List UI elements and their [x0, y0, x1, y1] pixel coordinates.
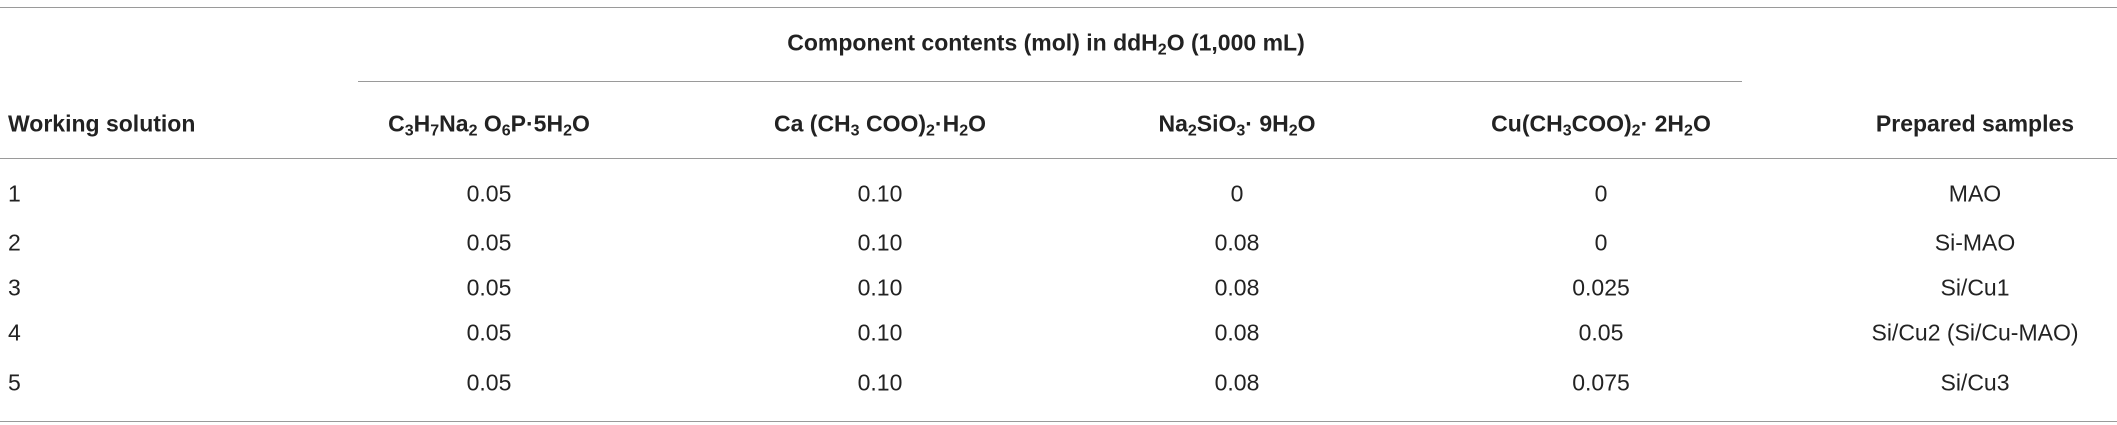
- table-cell: 0.025: [1572, 274, 1630, 301]
- table-cell: 0.10: [857, 319, 903, 346]
- text-part: ·H: [934, 110, 960, 137]
- subscript: 3: [404, 122, 414, 140]
- subscript: 3: [1562, 122, 1572, 140]
- table-cell: 3: [8, 274, 21, 301]
- column-header: C3H7Na2 O6P·5H2O: [388, 110, 590, 139]
- column-header: Na2SiO3· 9H2O: [1158, 110, 1316, 139]
- table-cell: 4: [8, 319, 21, 346]
- column-header: Ca (CH3 COO)2·H2O: [773, 110, 987, 139]
- text-part: SiO: [1196, 110, 1237, 137]
- subscript: 2: [1631, 122, 1641, 140]
- text-part: O: [477, 110, 502, 137]
- subscript: 2: [1157, 41, 1167, 59]
- table-cell: Si/Cu1: [1940, 274, 2010, 301]
- table-cell: 0.10: [857, 369, 903, 396]
- text-part: O (1,000 mL): [1166, 29, 1305, 56]
- column-header: Cu(CH3COO)2· 2H2O: [1491, 110, 1711, 139]
- group-header: Component contents (mol) in ddH2O (1,000…: [787, 29, 1305, 58]
- table-cell: 0.08: [1214, 369, 1260, 396]
- subscript: 7: [430, 122, 440, 140]
- table-cell: 0.05: [466, 229, 512, 256]
- subscript: 2: [959, 122, 969, 140]
- subscript: 2: [926, 122, 935, 140]
- text-part: O: [1297, 110, 1316, 137]
- text-part: COO): [1571, 110, 1632, 137]
- text-part: O: [1692, 110, 1711, 137]
- table-cell: 0.08: [1214, 229, 1260, 256]
- subscript: 2: [1288, 122, 1298, 140]
- table-cell: 0: [1594, 229, 1608, 256]
- subscript: 2: [1684, 122, 1693, 140]
- table-cell: 2: [8, 229, 21, 256]
- top-rule: [0, 7, 2117, 8]
- text-part: Ca (CH: [773, 110, 851, 137]
- text-part: · 9H: [1245, 110, 1289, 137]
- subscript: 2: [1187, 122, 1197, 140]
- table-cell: 0.05: [466, 369, 512, 396]
- text-part: O: [968, 110, 987, 137]
- column-header: Working solution: [8, 110, 196, 137]
- bottom-rule: [0, 421, 2117, 422]
- table-cell: Si/Cu3: [1940, 369, 2010, 396]
- text-part: C: [388, 110, 405, 137]
- table-cell: 0.10: [857, 274, 903, 301]
- text-part: Prepared samples: [1875, 110, 2075, 137]
- table-cell: 0.10: [857, 180, 903, 207]
- text-part: Cu(CH: [1491, 110, 1563, 137]
- table-cell: 0.05: [1578, 319, 1624, 346]
- subscript: 3: [850, 122, 860, 140]
- table-cell: Si-MAO: [1934, 229, 2016, 256]
- table-cell: 0.05: [466, 274, 512, 301]
- table-cell: 5: [8, 369, 21, 396]
- text-part: COO): [859, 110, 927, 137]
- subscript: 2: [563, 122, 572, 140]
- subscript: 3: [1236, 122, 1246, 140]
- text-part: Working solution: [8, 110, 196, 137]
- table-cell: 0.08: [1214, 274, 1260, 301]
- text-part: Na: [1158, 110, 1188, 137]
- text-part: · 2H: [1640, 110, 1685, 137]
- text-part: P·5H: [510, 110, 564, 137]
- table-cell: MAO: [1948, 180, 2002, 207]
- header-rule: [0, 158, 2117, 159]
- table-cell: 0: [1594, 180, 1608, 207]
- table-cell: 0.075: [1572, 369, 1630, 396]
- group-rule: [358, 81, 1742, 82]
- column-header: Prepared samples: [1875, 110, 2075, 137]
- text-part: Component contents (mol) in ddH: [787, 29, 1158, 56]
- table-cell: Si/Cu2 (Si/Cu-MAO): [1871, 319, 2079, 346]
- text-part: O: [571, 110, 590, 137]
- table-cell: 0.05: [466, 319, 512, 346]
- table-cell: 1: [8, 180, 21, 207]
- text-part: H: [413, 110, 431, 137]
- table-cell: 0.05: [466, 180, 512, 207]
- subscript: 6: [501, 122, 511, 140]
- text-part: Na: [439, 110, 469, 137]
- table-cell: 0.08: [1214, 319, 1260, 346]
- table-cell: 0: [1230, 180, 1244, 207]
- table-cell: 0.10: [857, 229, 903, 256]
- subscript: 2: [468, 122, 478, 140]
